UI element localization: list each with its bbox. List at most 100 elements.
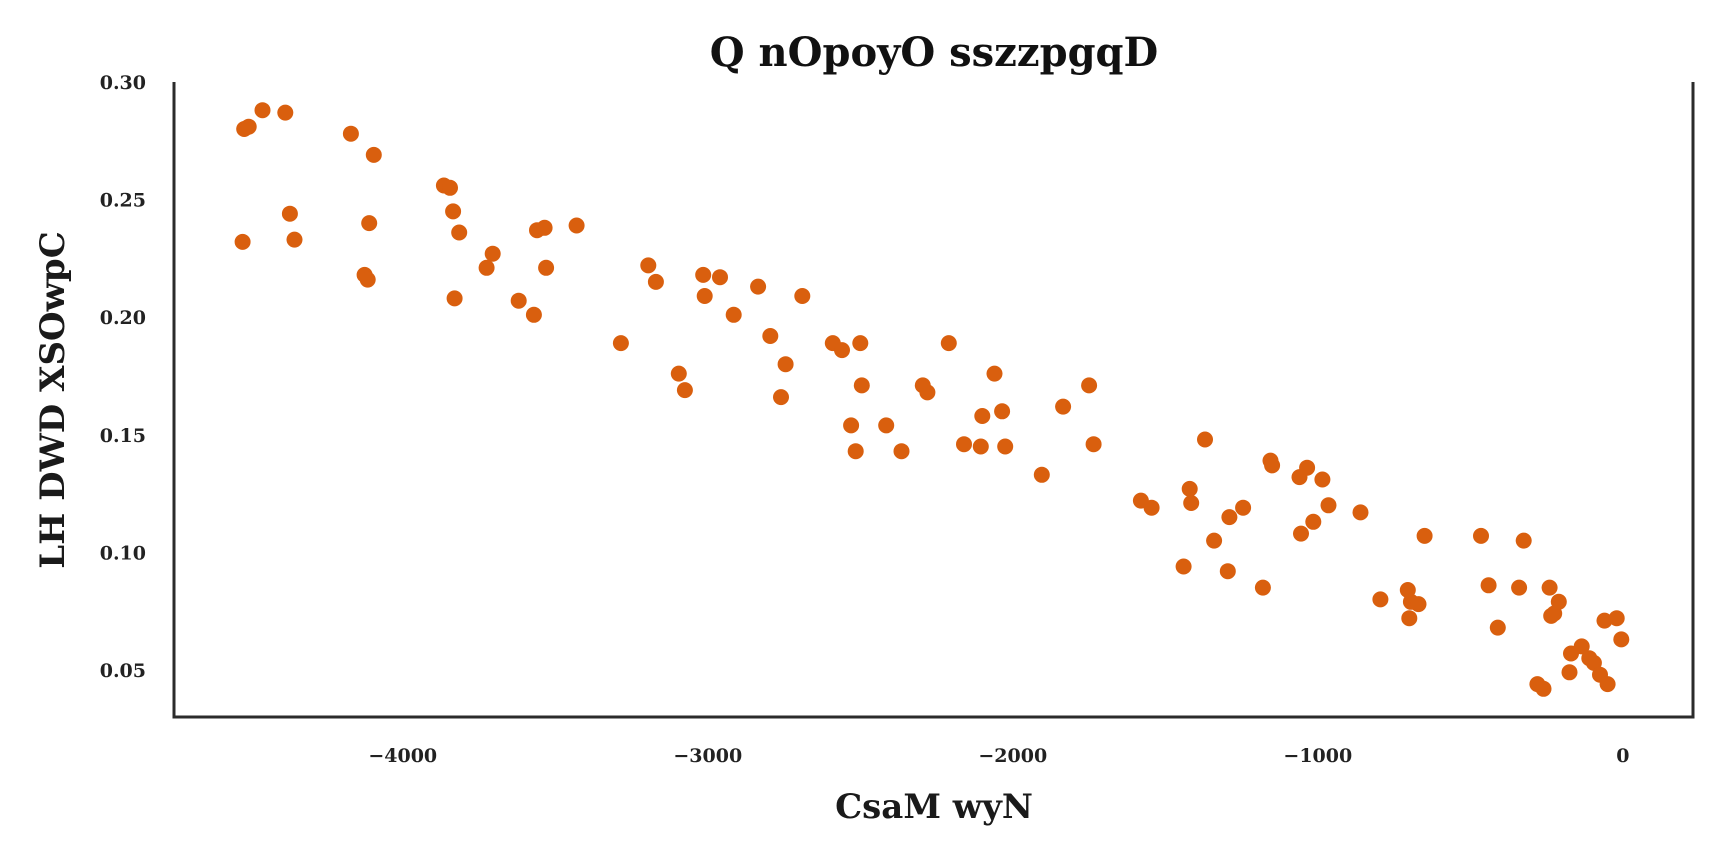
data-point: [1410, 596, 1427, 613]
data-point: [773, 389, 789, 406]
data-point: [712, 269, 728, 286]
data-point: [974, 408, 991, 424]
y-tick-label: 0.20: [100, 307, 146, 329]
x-tick-label: −2000: [978, 745, 1047, 767]
data-point: [445, 203, 462, 220]
data-point: [1183, 495, 1200, 511]
data-point: [359, 271, 376, 288]
y-tick-label: 0.10: [100, 542, 146, 564]
data-point: [1561, 664, 1578, 681]
data-point: [536, 219, 553, 236]
data-point: [1320, 497, 1337, 514]
x-tick-label: −3000: [673, 745, 742, 767]
y-tick-label: 0.15: [100, 425, 146, 447]
data-point: [1573, 638, 1590, 655]
data-point: [1608, 610, 1625, 627]
data-point: [1235, 499, 1252, 516]
data-point: [1206, 532, 1223, 549]
data-point: [834, 342, 850, 359]
data-point: [1511, 579, 1528, 596]
data-point: [1081, 377, 1098, 394]
data-point: [670, 365, 687, 382]
data-point: [986, 365, 1003, 382]
data-point: [451, 224, 468, 241]
data-point: [484, 245, 501, 262]
x-axis-label: CsaM wyN: [835, 787, 1033, 827]
data-point: [1305, 513, 1322, 530]
data-point: [972, 438, 989, 455]
chart-title: Q nOpoyO sszzpgqD: [710, 29, 1158, 76]
x-tick-label: −1000: [1283, 745, 1352, 767]
data-point: [997, 438, 1014, 455]
data-point: [254, 102, 271, 119]
y-tick-label: 0.05: [100, 660, 146, 682]
data-point: [446, 290, 463, 307]
data-point: [940, 335, 957, 352]
data-point: [1613, 631, 1630, 648]
data-point: [847, 443, 864, 460]
data-point: [1541, 579, 1558, 596]
data-point: [1535, 680, 1552, 697]
data-point: [1550, 593, 1567, 610]
data-point: [843, 417, 860, 434]
data-point: [1515, 532, 1532, 549]
data-point: [1055, 398, 1072, 415]
x-tick-label: 0: [1616, 745, 1629, 767]
data-point: [1352, 504, 1369, 521]
data-point: [893, 443, 910, 460]
data-point: [852, 335, 869, 352]
data-point: [568, 217, 585, 234]
data-point: [1181, 480, 1198, 497]
data-point: [510, 292, 527, 309]
y-tick-label: 0.30: [100, 72, 146, 94]
data-point: [525, 306, 542, 323]
data-point: [750, 278, 767, 295]
data-point: [1033, 466, 1050, 483]
plot-frame: [172, 82, 1695, 719]
data-point: [794, 288, 811, 304]
data-point: [777, 356, 794, 373]
data-point: [762, 328, 779, 344]
data-point: [1599, 676, 1616, 693]
data-point: [286, 231, 303, 248]
data-point: [342, 125, 359, 142]
data-point: [994, 403, 1011, 420]
data-point: [1219, 563, 1236, 580]
data-point: [1473, 527, 1489, 544]
data-point: [365, 146, 382, 163]
y-axis-ticks: 0.05 0.10 0.15 0.20 0.25 0.30: [100, 72, 146, 682]
data-point: [281, 205, 298, 222]
data-point: [1585, 654, 1602, 671]
data-point: [1254, 579, 1271, 596]
data-point: [919, 384, 936, 401]
data-point: [878, 417, 895, 434]
data-point: [1401, 610, 1418, 627]
data-point: [612, 335, 629, 352]
data-point: [478, 259, 495, 276]
data-point: [277, 104, 294, 121]
y-tick-label: 0.25: [100, 190, 146, 212]
data-point: [853, 377, 870, 394]
data-point: [1480, 577, 1497, 594]
data-point: [1416, 527, 1433, 544]
data-point: [725, 306, 742, 323]
data-point: [1299, 459, 1316, 476]
data-point: [640, 257, 657, 274]
data-point: [676, 382, 693, 399]
data-point: [234, 233, 251, 250]
data-point: [240, 118, 257, 135]
data-point: [956, 436, 972, 453]
data-point: [1264, 457, 1281, 474]
data-point: [1221, 509, 1238, 526]
x-tick-label: −4000: [368, 745, 437, 767]
data-point: [695, 266, 712, 283]
data-point: [696, 288, 713, 304]
data-point: [442, 179, 458, 196]
data-points: [234, 102, 1630, 697]
data-point: [1372, 591, 1389, 608]
data-point: [1175, 558, 1192, 575]
y-axis-label: LH DWD XSOwpC: [33, 231, 73, 569]
x-axis-ticks: −4000 −3000 −2000 −1000 0: [368, 745, 1629, 767]
data-point: [1293, 525, 1309, 542]
